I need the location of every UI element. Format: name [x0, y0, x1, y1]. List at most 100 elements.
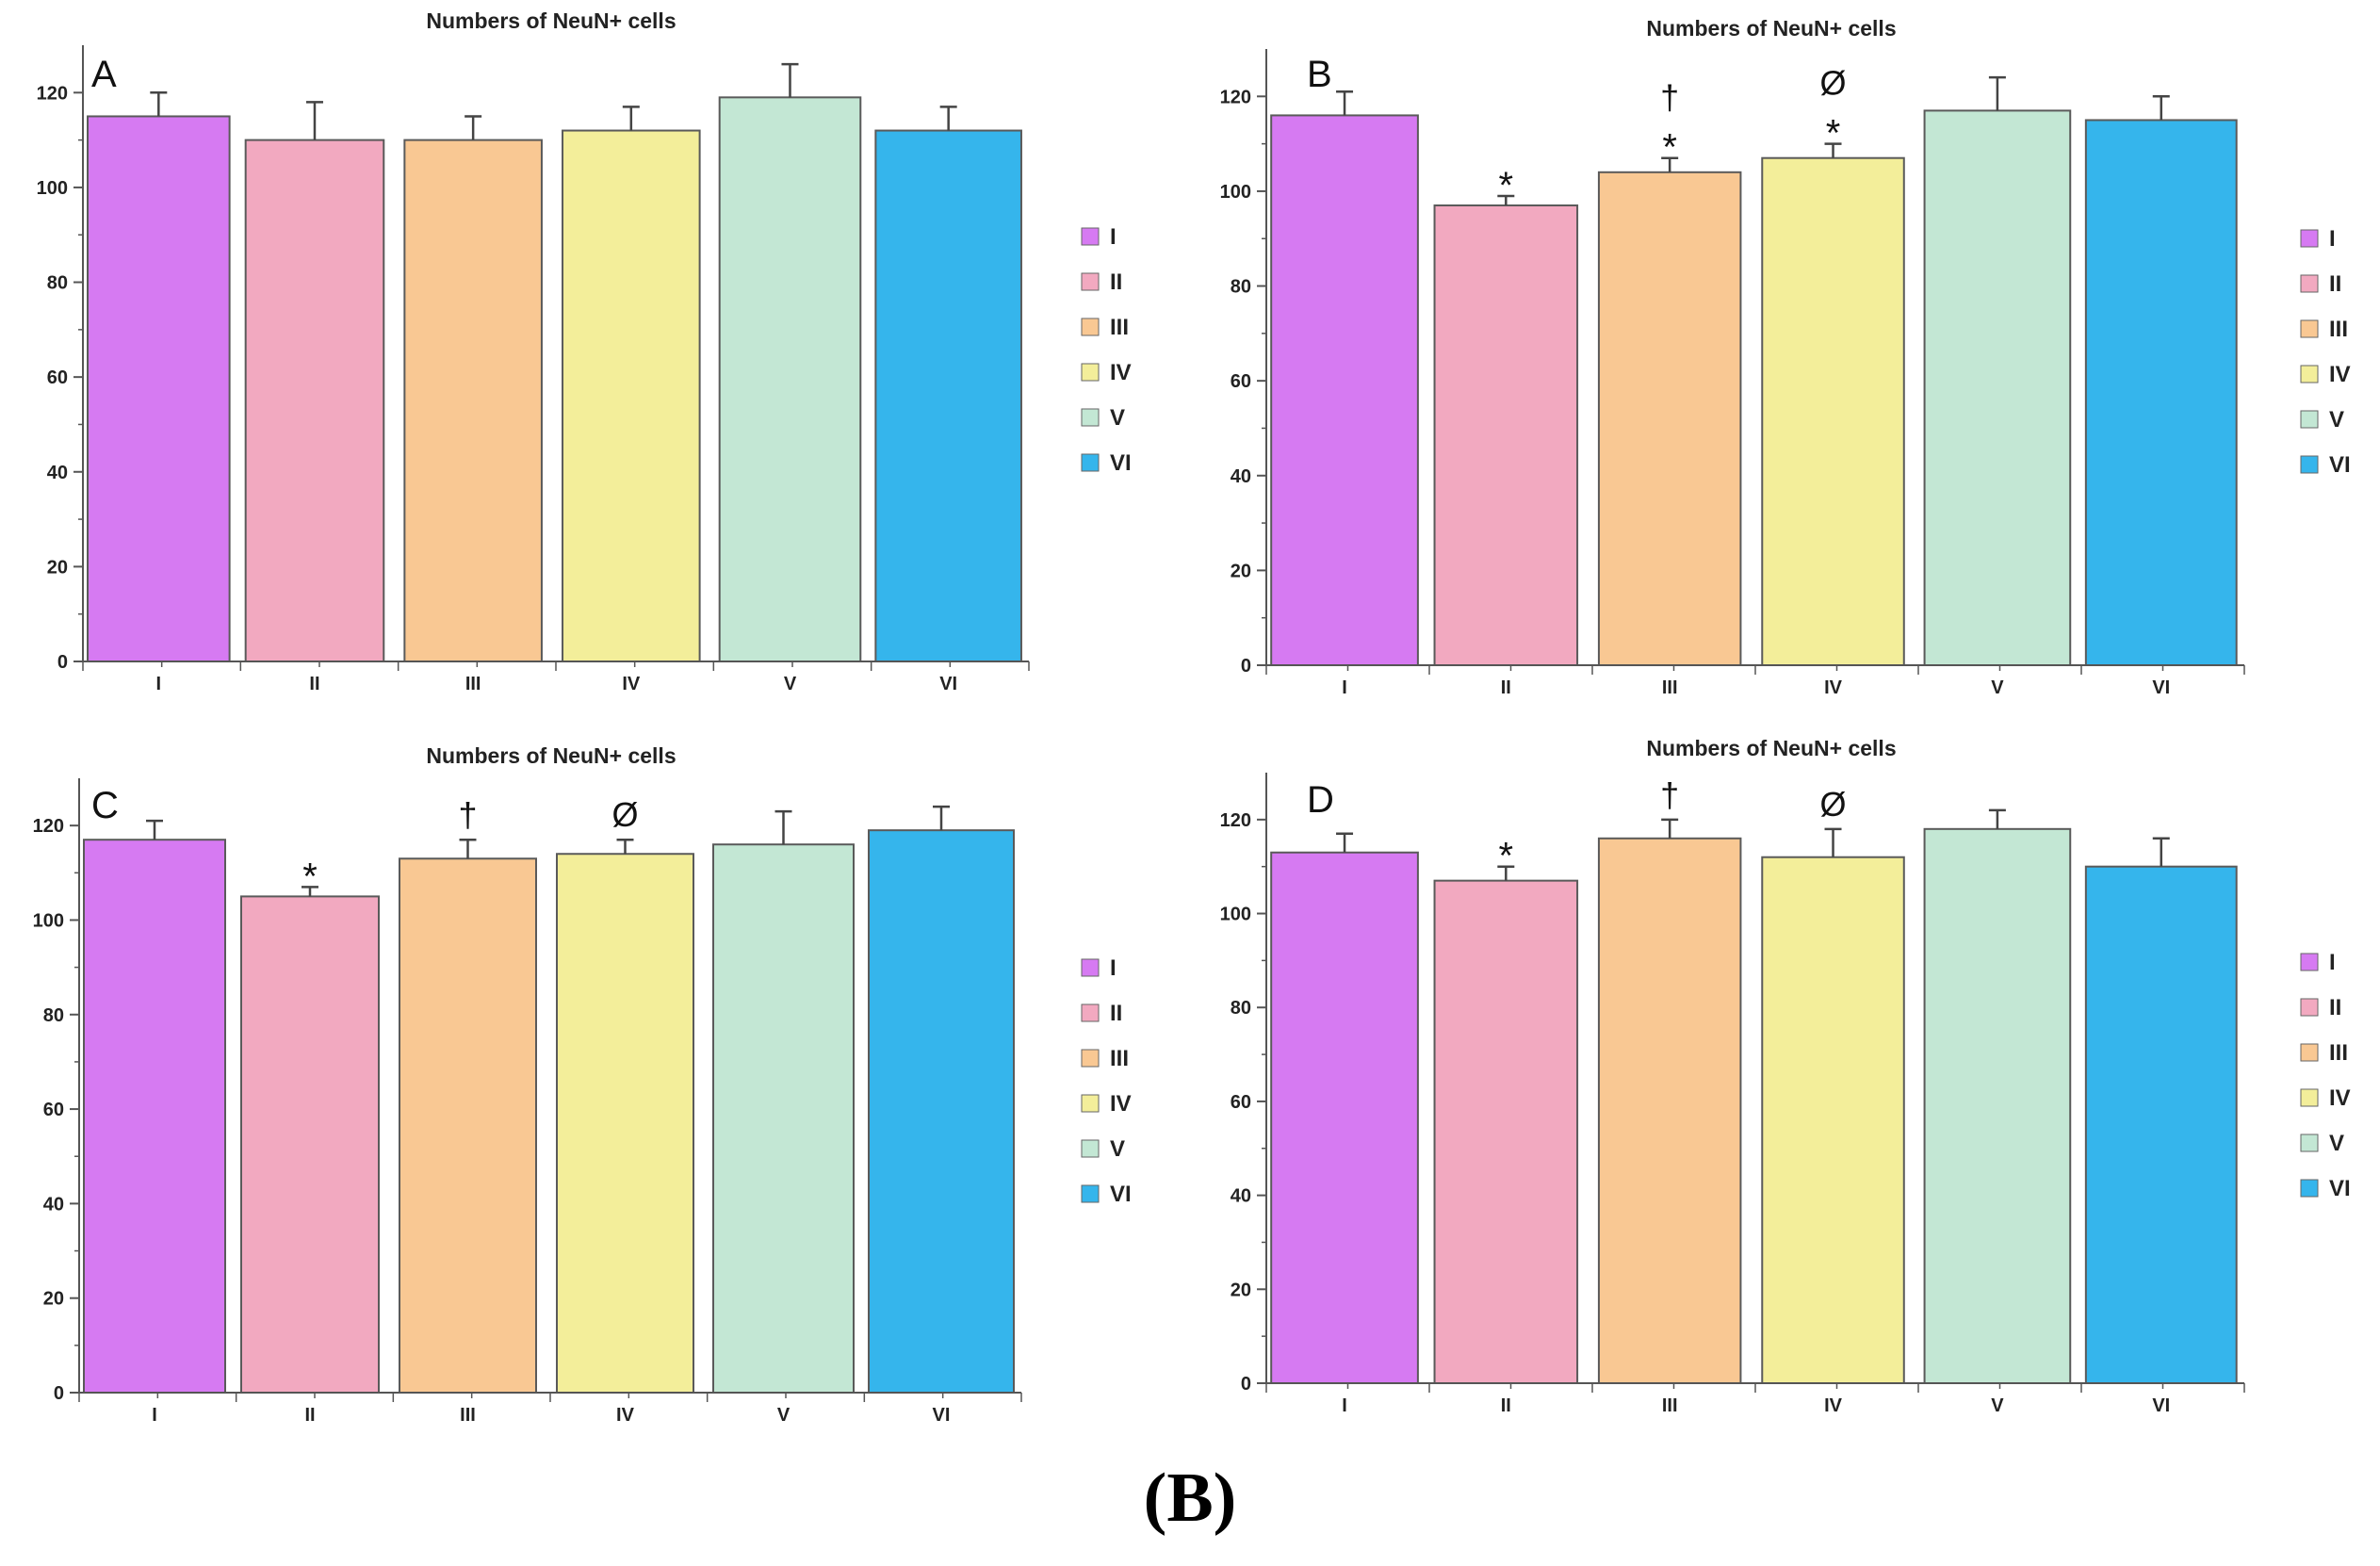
x-tick-label: I — [1342, 677, 1347, 698]
bar-IV — [556, 853, 694, 1394]
bar-I — [87, 115, 231, 662]
panel-label: C — [91, 785, 119, 826]
y-tick-label: 20 — [1231, 561, 1251, 581]
legend-swatch-V — [2300, 410, 2319, 429]
panel-label: B — [1307, 54, 1332, 95]
x-tick-label: V — [777, 1405, 791, 1426]
x-tick-label: II — [309, 674, 319, 694]
legend-label-II: II — [2329, 271, 2341, 297]
y-tick-label: 40 — [43, 1194, 64, 1215]
y-tick-label: 60 — [47, 367, 68, 388]
figure-caption: (B) — [1143, 1460, 1237, 1537]
bar-VI — [874, 129, 1022, 663]
legend-label-VI: VI — [1110, 1182, 1132, 1207]
bar-I — [1270, 851, 1419, 1384]
panel-c: Numbers of NeuN+ cells C 0 20 40 60 80 100 120 I *… — [33, 743, 1132, 1426]
legend-label-I: I — [2329, 226, 2336, 252]
panel-label: A — [91, 54, 117, 95]
legend-label-IV: IV — [2329, 1085, 2351, 1111]
significance-mark: * — [1499, 836, 1514, 877]
significance-mark: * — [1662, 127, 1677, 169]
legend-label-IV: IV — [1110, 1091, 1132, 1117]
panel-b: Numbers of NeuN+ cells B 0 20 40 60 80 100 120 I *… — [1220, 16, 2351, 698]
legend-swatch-VI — [1081, 453, 1100, 472]
x-tick-label: IV — [1824, 677, 1843, 698]
y-tick-label: 100 — [33, 910, 64, 931]
legend-label-I: I — [1110, 224, 1117, 250]
legend-label-III: III — [2329, 317, 2348, 342]
x-tick-label: III — [1662, 1395, 1678, 1416]
legend-label-V: V — [1110, 1136, 1125, 1162]
bar-IV — [1761, 156, 1905, 666]
y-tick-label: 60 — [43, 1100, 64, 1120]
legend-swatch-I — [2300, 229, 2319, 248]
bar-IV — [562, 129, 701, 663]
significance-mark: † — [1660, 78, 1679, 117]
legend-label-VI: VI — [1110, 450, 1132, 476]
legend-swatch-IV — [1081, 1094, 1100, 1113]
bar-II — [244, 139, 385, 663]
x-tick-label: II — [304, 1405, 315, 1426]
bar-V — [718, 96, 862, 663]
legend-swatch-III — [2300, 1043, 2319, 1062]
y-tick-label: 100 — [37, 178, 68, 199]
y-tick-label: 40 — [1231, 1186, 1251, 1207]
bar-II — [1433, 204, 1579, 666]
legend-swatch-IV — [1081, 363, 1100, 382]
y-tick-label: 100 — [1220, 905, 1251, 925]
bar-IV — [1761, 856, 1905, 1384]
y-tick-label: 80 — [47, 273, 68, 294]
legend-label-IV: IV — [2329, 362, 2351, 387]
x-tick-label: IV — [616, 1405, 635, 1426]
chart-title: Numbers of NeuN+ cells — [1646, 16, 1896, 41]
x-tick-label: IV — [622, 674, 641, 694]
legend-label-V: V — [2329, 407, 2344, 432]
bar-VI — [868, 829, 1015, 1394]
bar-VI — [2084, 865, 2238, 1384]
x-tick-label: V — [1991, 677, 2004, 698]
y-tick-label: 20 — [1231, 1280, 1251, 1300]
legend-label-I: I — [2329, 950, 2336, 975]
bar-V — [1923, 827, 2072, 1384]
x-tick-label: V — [784, 674, 797, 694]
legend-swatch-III — [2300, 319, 2319, 338]
y-tick-label: 80 — [43, 1005, 64, 1026]
y-tick-label: 60 — [1231, 371, 1251, 392]
legend-label-III: III — [1110, 1046, 1129, 1071]
panel-d: Numbers of NeuN+ cells D 0 20 40 60 80 100 120 I *… — [1220, 736, 2351, 1416]
legend-label-VI: VI — [2329, 452, 2351, 478]
y-tick-label: 80 — [1231, 277, 1251, 298]
y-tick-label: 120 — [33, 816, 64, 837]
legend-swatch-III — [1081, 1049, 1100, 1068]
legend-label-II: II — [2329, 995, 2341, 1020]
legend-label-III: III — [2329, 1040, 2348, 1066]
x-tick-label: VI — [2152, 677, 2170, 698]
x-tick-label: I — [156, 674, 162, 694]
x-tick-label: V — [1991, 1395, 2004, 1416]
legend-label-II: II — [1110, 269, 1122, 295]
legend-swatch-V — [2300, 1134, 2319, 1152]
y-tick-label: 0 — [1241, 1374, 1251, 1395]
y-tick-label: 120 — [1220, 87, 1251, 107]
x-tick-label: III — [460, 1405, 476, 1426]
significance-mark: Ø — [1820, 785, 1847, 824]
chart-title: Numbers of NeuN+ cells — [1646, 736, 1896, 760]
significance-mark: * — [1826, 113, 1841, 155]
legend-label-V: V — [1110, 405, 1125, 431]
bar-V — [712, 843, 855, 1394]
legend-label-V: V — [2329, 1131, 2344, 1156]
x-tick-label: II — [1501, 677, 1511, 698]
legend-label-I: I — [1110, 955, 1117, 981]
x-tick-label: I — [1342, 1395, 1347, 1416]
x-tick-label: IV — [1824, 1395, 1843, 1416]
bar-III — [399, 857, 537, 1394]
y-tick-label: 120 — [37, 83, 68, 104]
bar-V — [1923, 109, 2072, 666]
bar-I — [83, 839, 226, 1394]
legend-label-IV: IV — [1110, 360, 1132, 385]
bar-II — [240, 895, 380, 1394]
legend-swatch-IV — [2300, 365, 2319, 383]
bar-I — [1270, 114, 1419, 666]
